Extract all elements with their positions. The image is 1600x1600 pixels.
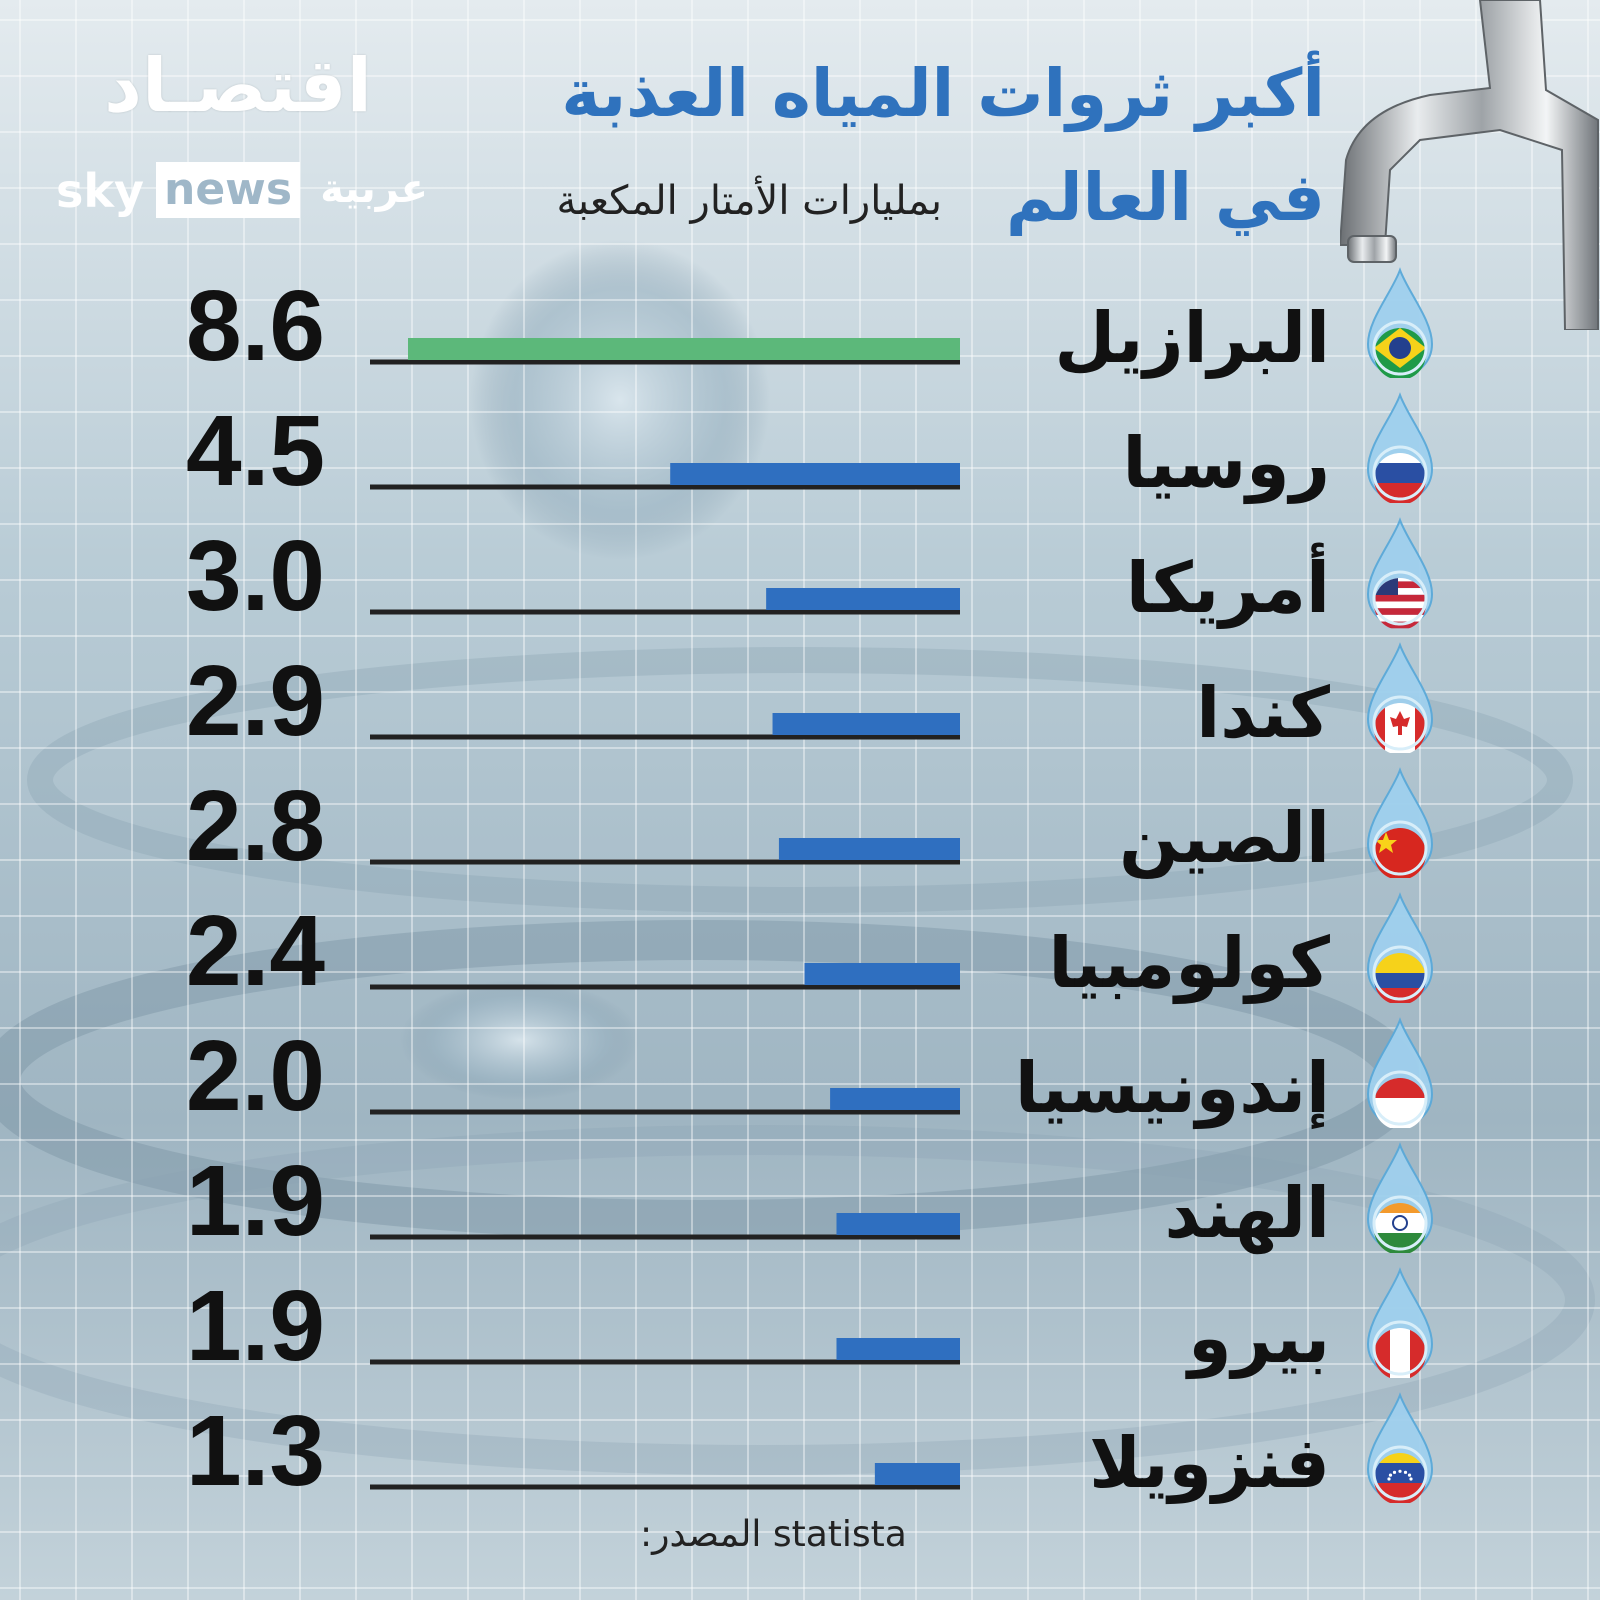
country-label: الهند	[1165, 1172, 1331, 1254]
country-label: الصين	[1119, 797, 1330, 879]
bar	[830, 1088, 960, 1110]
country-label: كندا	[1196, 672, 1330, 754]
country-label: فنزويلا	[1089, 1422, 1330, 1504]
country-label: البرازيل	[1055, 297, 1330, 379]
bar	[772, 713, 960, 735]
bar	[670, 463, 960, 485]
bar	[408, 338, 960, 360]
logo-sky: sky	[56, 164, 144, 218]
value-label: 2.4	[186, 895, 325, 1007]
chart-title: أكبر ثروات المياه العذبة في العالم	[425, 42, 1325, 250]
bar	[836, 1338, 960, 1360]
canada-flag-icon	[1366, 642, 1434, 753]
bar	[778, 838, 960, 860]
source-label: المصدر:	[640, 1514, 762, 1555]
bar	[836, 1213, 960, 1235]
peru-flag-icon	[1366, 1267, 1434, 1378]
bar	[766, 588, 960, 610]
bar	[804, 963, 960, 985]
logo-news: news	[156, 162, 301, 218]
logo-arabic: عربية	[320, 166, 428, 212]
country-label: روسيا	[1122, 422, 1330, 504]
country-label: إندونيسيا	[1015, 1047, 1330, 1130]
country-label: أمريكا	[1126, 542, 1330, 629]
faucet-icon	[1340, 0, 1599, 330]
value-label: 4.5	[186, 395, 325, 507]
logo-arabic-word: اقتصـاد	[104, 43, 372, 129]
value-label: 2.0	[186, 1020, 325, 1132]
title-line-2: في العالم	[1006, 159, 1325, 236]
value-label: 1.9	[186, 1270, 325, 1382]
value-label: 2.8	[186, 770, 325, 882]
logo-brand-line: sky news عربية	[56, 162, 428, 220]
sky-news-arabia-logo: اقتصـاد sky news عربية	[48, 38, 428, 218]
china-flag-icon	[1366, 767, 1434, 878]
colombia-flag-icon	[1366, 892, 1434, 1003]
brazil-flag-icon	[1366, 267, 1434, 378]
russia-flag-icon	[1366, 392, 1434, 503]
source-value: statista	[772, 1514, 907, 1555]
source-note: statista المصدر:	[640, 1514, 980, 1555]
venezuela-flag-icon	[1366, 1392, 1434, 1503]
indonesia-flag-icon	[1366, 1017, 1434, 1128]
value-label: 3.0	[186, 520, 325, 632]
value-label: 2.9	[186, 645, 325, 757]
chart-subtitle: بمليارات الأمتار المكعبة	[556, 178, 942, 224]
bar	[874, 1463, 960, 1485]
value-label: 1.3	[186, 1395, 325, 1507]
country-label: بيرو	[1185, 1297, 1330, 1379]
country-label: كولومبيا	[1048, 922, 1330, 1004]
value-label: 8.6	[186, 270, 325, 382]
value-label: 1.9	[186, 1145, 325, 1257]
usa-flag-icon	[1366, 517, 1434, 629]
title-line-1: أكبر ثروات المياه العذبة	[561, 55, 1325, 132]
india-flag-icon	[1366, 1142, 1434, 1253]
